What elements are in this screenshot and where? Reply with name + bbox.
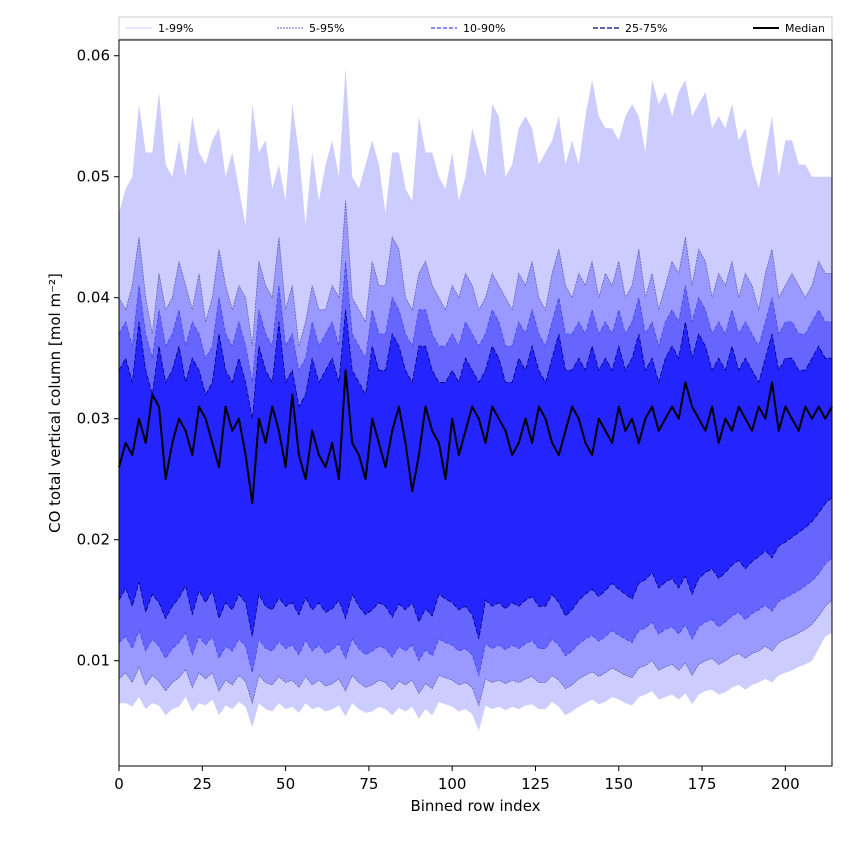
legend-label-Median: Median (785, 22, 825, 35)
x-axis-label: Binned row index (410, 797, 540, 815)
plot-area (118, 67, 833, 731)
median-line (118, 369, 833, 505)
x-tick-label: 100 (438, 775, 467, 793)
x-tick-label: 25 (193, 775, 212, 793)
band-25-75 (119, 309, 832, 639)
band-25-75-lower-edge (118, 497, 833, 640)
legend-label-10-90: 10-90% (463, 22, 505, 35)
x-tick-label: 175 (688, 775, 717, 793)
legend: 1-99% 5-95% 10-90% 25-75% Median (118, 16, 833, 40)
y-tick-label: 0.06 (77, 47, 110, 65)
legend-label-25-75: 25-75% (625, 22, 667, 35)
band-5-95-lower-edge (118, 599, 833, 707)
x-tick-label: 200 (771, 775, 800, 793)
y-tick-label: 0.04 (77, 289, 110, 307)
y-axis: 0.01 0.02 0.03 0.04 0.05 0.06 (77, 47, 119, 670)
y-tick-label: 0.02 (77, 531, 110, 549)
y-tick-label: 0.03 (77, 410, 110, 428)
x-tick-label: 125 (521, 775, 550, 793)
legend-label-5-95: 5-95% (309, 22, 344, 35)
legend-label-1-99: 1-99% (158, 22, 193, 35)
y-tick-label: 0.05 (77, 168, 110, 186)
x-tick-label: 50 (276, 775, 295, 793)
y-tick-label: 0.01 (77, 652, 110, 670)
y-axis-label: CO total vertical column [mol m⁻²] (46, 273, 64, 533)
band-10-90-lower-edge (118, 557, 833, 677)
plot-frame (118, 39, 833, 767)
band-5-95-upper-edge (118, 200, 832, 347)
x-axis: 0 25 50 75 100 125 150 175 200 (114, 766, 800, 793)
x-tick-label: 150 (604, 775, 633, 793)
x-tick-label: 0 (114, 775, 124, 793)
band-25-75-upper-edge (118, 309, 832, 419)
band-10-90-upper-edge (118, 261, 832, 383)
x-tick-label: 75 (359, 775, 378, 793)
legend-frame (118, 16, 833, 40)
